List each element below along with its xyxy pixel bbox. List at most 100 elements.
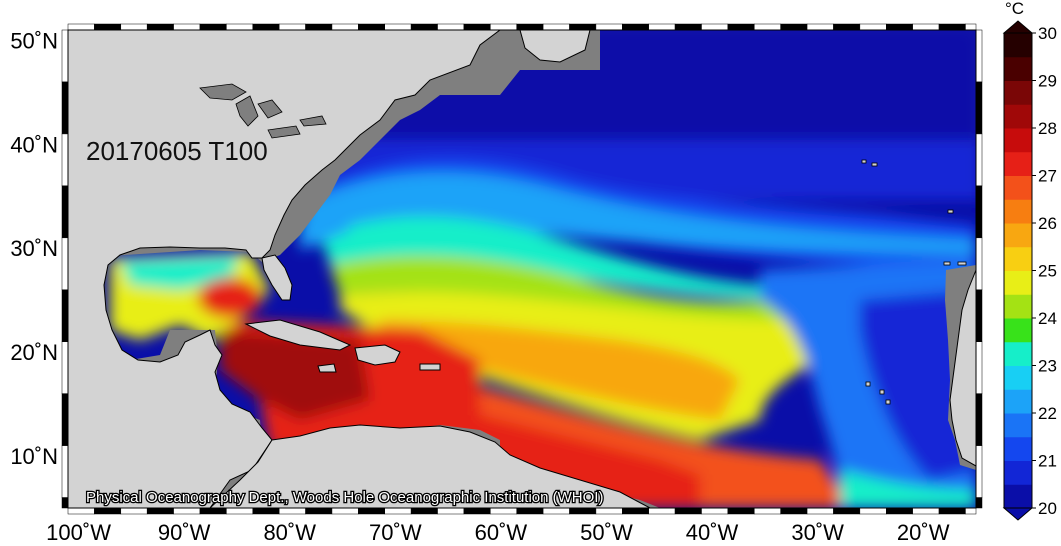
frame-segment-right xyxy=(975,185,983,239)
frame-segment-bottom xyxy=(833,507,861,515)
frame-segment-right xyxy=(975,289,983,342)
frame-segment-bottom xyxy=(173,507,201,515)
map-panel: 20170605 T100 Physical Oceanography Dept… xyxy=(68,30,976,508)
frame-segment-left xyxy=(61,133,69,187)
colorbar-swatch xyxy=(1004,33,1032,58)
land-mass xyxy=(68,30,976,508)
frame-segment-top xyxy=(886,23,913,31)
frame-segment-top xyxy=(94,23,122,31)
frame-segment-top xyxy=(490,23,517,31)
longitude-tick-label: 90˚W xyxy=(158,520,211,545)
frame-segment-bottom xyxy=(94,507,122,515)
colorbar-tick-label: 28 xyxy=(1038,119,1057,138)
colorbar-tick-label: 24 xyxy=(1038,309,1057,328)
frame-segment-bottom xyxy=(674,507,702,515)
frame-segment-top xyxy=(622,23,649,31)
frame-segment-bottom xyxy=(806,507,834,515)
colorbar-swatch xyxy=(1004,413,1032,438)
frame-segment-left xyxy=(61,29,69,83)
frame-segment-top xyxy=(226,23,254,31)
frame-segment-bottom xyxy=(226,507,254,515)
latitude-tick-label: 50˚N xyxy=(10,28,58,53)
latitude-axis-labels: 50˚N 40˚N 30˚N 20˚N 10˚N xyxy=(10,28,58,469)
colorbar-swatch xyxy=(1004,484,1032,509)
frame-segment-top xyxy=(701,23,729,31)
frame-segment-bottom xyxy=(701,507,729,515)
frame-segment-left xyxy=(61,393,69,446)
frame-segment-bottom xyxy=(938,507,966,515)
frame-segment-right xyxy=(975,341,983,394)
latitude-tick-label: 20˚N xyxy=(10,340,58,365)
frame-segment-bottom xyxy=(490,507,517,515)
latitude-tick-label: 30˚N xyxy=(10,236,58,261)
colorbar-swatch xyxy=(1004,341,1032,366)
frame-segment-bottom xyxy=(278,507,306,515)
map-frame xyxy=(61,23,983,515)
colorbar-lower-arrow xyxy=(1002,507,1034,521)
colorbar-tick-label: 23 xyxy=(1038,357,1057,376)
colorbar-tick-label: 25 xyxy=(1038,262,1057,281)
frame-segment-left xyxy=(61,289,69,342)
colorbar-swatch xyxy=(1004,175,1032,200)
frame-segment-top xyxy=(965,23,977,31)
frame-segment-top xyxy=(859,23,887,31)
colorbar-swatch xyxy=(1004,436,1032,461)
frame-segment-top xyxy=(305,23,333,31)
colorbar-swatch xyxy=(1004,223,1032,248)
frame-segment-left xyxy=(61,341,69,394)
colorbar-swatch xyxy=(1004,318,1032,343)
longitude-tick-label: 30˚W xyxy=(791,520,844,545)
frame-segment-bottom xyxy=(463,507,491,515)
latitude-tick-label: 40˚N xyxy=(10,132,58,157)
frame-segment-top xyxy=(648,23,676,31)
longitude-tick-label: 20˚W xyxy=(897,520,950,545)
colorbar-swatch xyxy=(1004,270,1032,295)
credit-label: Physical Oceanography Dept., Woods Hole … xyxy=(86,489,603,506)
latitude-tick-label: 10˚N xyxy=(10,444,58,469)
colorbar-swatch xyxy=(1004,246,1032,271)
frame-segment-right xyxy=(975,497,983,509)
longitude-tick-label: 100˚W xyxy=(46,520,111,545)
colorbar-tick-label: 22 xyxy=(1038,404,1057,423)
frame-segment-bottom xyxy=(780,507,808,515)
frame-segment-bottom xyxy=(146,507,174,515)
colorbar-swatch xyxy=(1004,104,1032,129)
frame-segment-bottom xyxy=(965,507,977,515)
islands xyxy=(861,159,967,405)
longitude-tick-label: 80˚W xyxy=(263,520,316,545)
frame-segment-bottom xyxy=(622,507,649,515)
frame-segment-top xyxy=(912,23,940,31)
frame-segment-top xyxy=(463,23,491,31)
colorbar: °C 20 21 22 23 24 25 26 27 28 29 30 xyxy=(1002,0,1057,521)
frame-segment-top xyxy=(146,23,174,31)
frame-segment-top xyxy=(278,23,306,31)
frame-segment-top xyxy=(199,23,227,31)
frame-segment-bottom xyxy=(595,507,623,515)
frame-segment-top xyxy=(331,23,359,31)
frame-segment-top xyxy=(754,23,781,31)
longitude-tick-label: 60˚W xyxy=(475,520,528,545)
frame-segment-bottom xyxy=(410,507,438,515)
frame-segment-top xyxy=(67,23,95,31)
frame-segment-top xyxy=(833,23,861,31)
colorbar-tick-label: 20 xyxy=(1038,499,1057,518)
frame-segment-bottom xyxy=(252,507,280,515)
frame-segment-bottom xyxy=(727,507,755,515)
colorbar-swatch xyxy=(1004,56,1032,81)
frame-segment-top xyxy=(780,23,808,31)
frame-segment-top xyxy=(516,23,544,31)
frame-segment-bottom xyxy=(199,507,227,515)
frame-segment-top xyxy=(252,23,280,31)
colorbar-swatch xyxy=(1004,199,1032,224)
frame-segment-top xyxy=(938,23,966,31)
frame-segment-left xyxy=(61,497,69,509)
longitude-tick-label: 50˚W xyxy=(580,520,633,545)
colorbar-tick-label: 30 xyxy=(1038,24,1057,43)
frame-segment-top xyxy=(674,23,702,31)
frame-segment-top xyxy=(384,23,412,31)
frame-segment-top xyxy=(806,23,834,31)
frame-segment-left xyxy=(61,81,69,135)
colorbar-tick-label: 26 xyxy=(1038,214,1057,233)
colorbar-swatch xyxy=(1004,294,1032,319)
frame-segment-bottom xyxy=(912,507,940,515)
